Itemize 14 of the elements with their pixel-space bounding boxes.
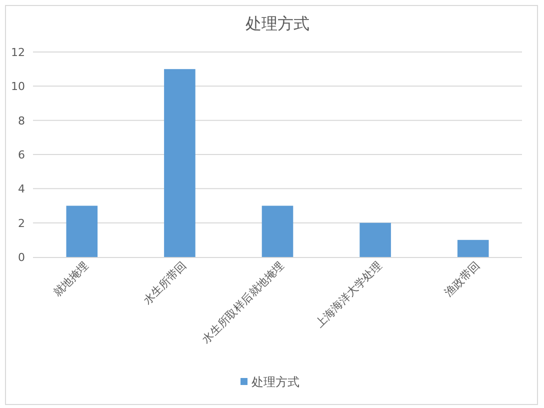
x-tick-label: 渔政带回 [442,258,482,300]
y-tick-label: 6 [18,148,25,162]
y-tick-label: 8 [18,114,25,128]
y-tick-label: 10 [11,80,25,94]
y-tick-label: 0 [18,251,25,264]
x-tick-label: 就地掩埋 [50,258,92,300]
y-tick-label: 2 [18,216,25,230]
title: 处理方式 [246,14,310,33]
x-tick-label: 上海海洋大学处理 [313,258,384,330]
x-tick-label: 水生所取样后就地掩埋 [200,258,287,346]
x-tick-label: 水生所带回 [140,258,189,307]
legend-label: 处理方式 [252,375,300,389]
y-tick-label: 12 [11,46,25,59]
y-tick-label: 4 [18,182,25,196]
